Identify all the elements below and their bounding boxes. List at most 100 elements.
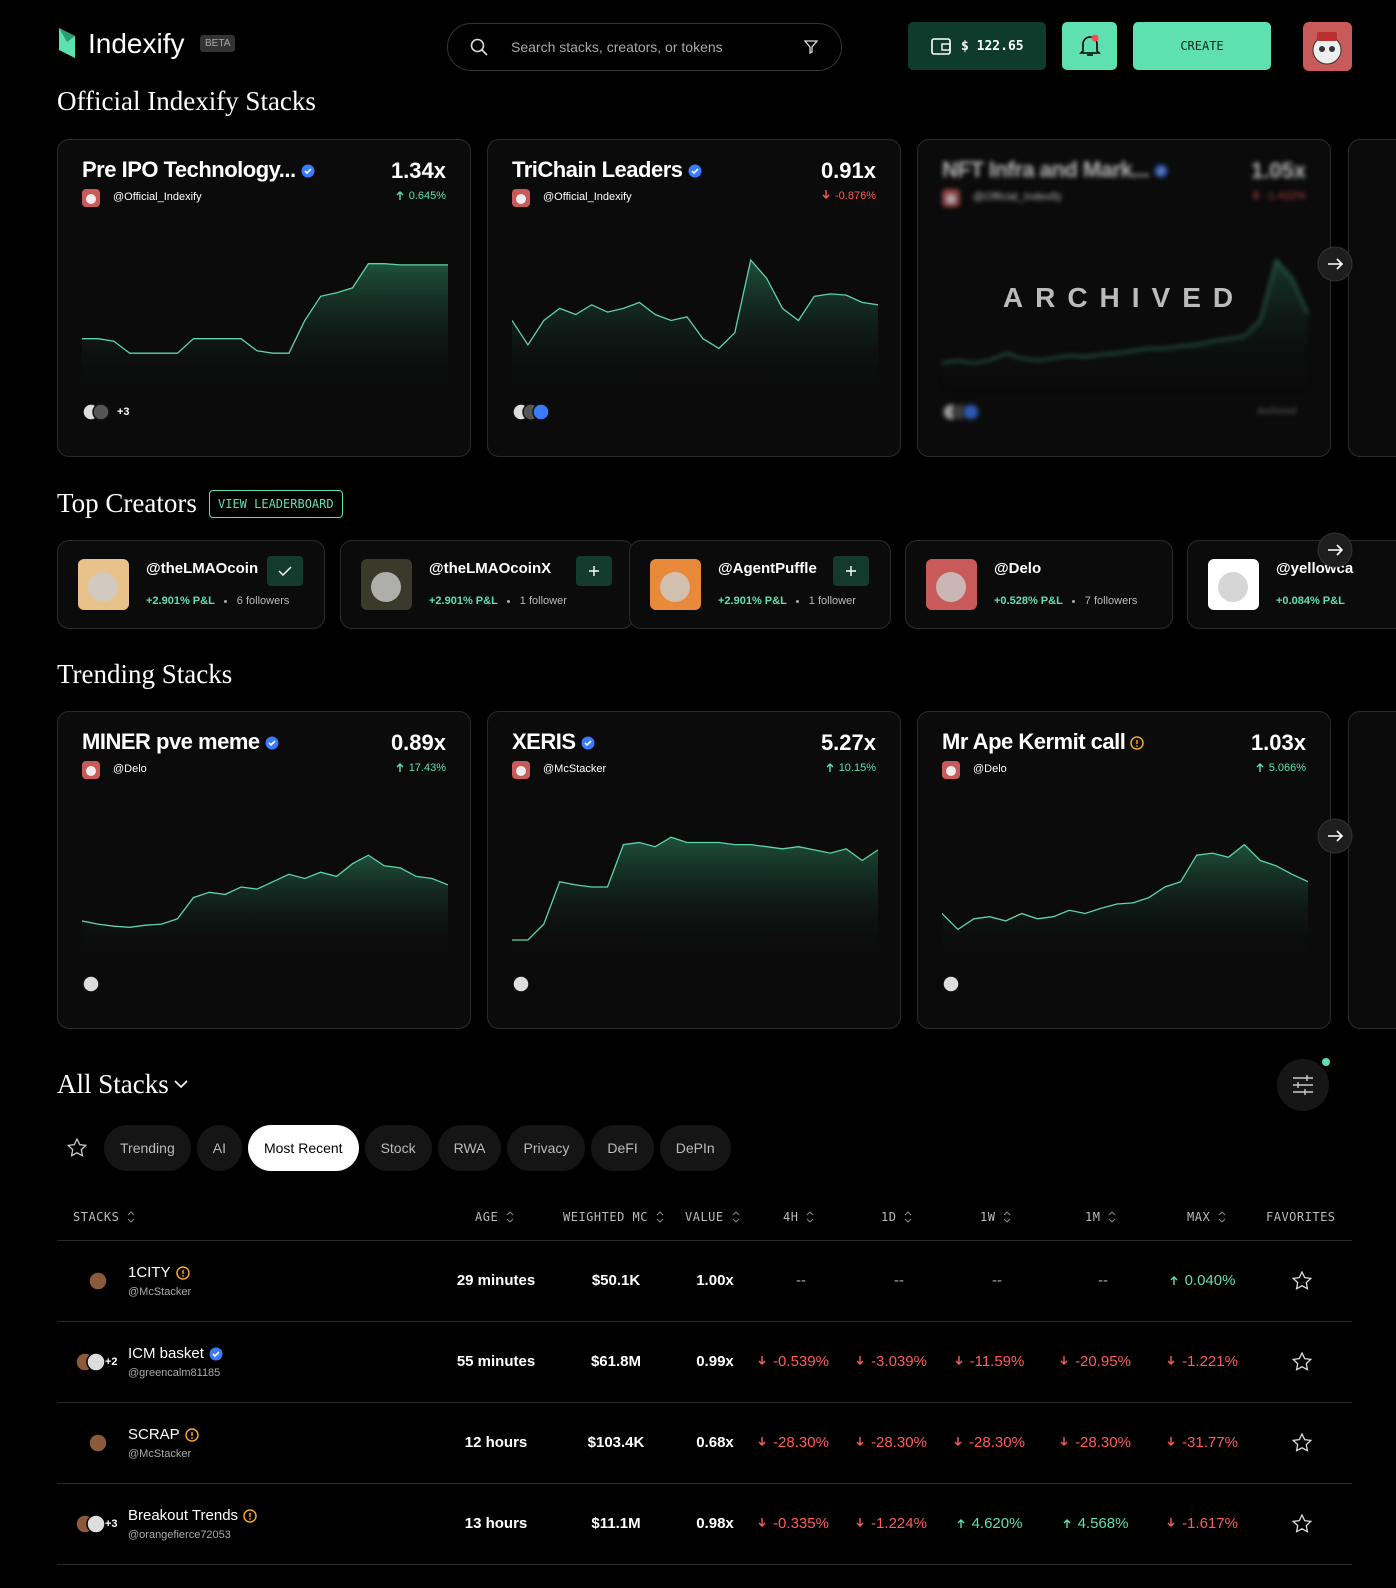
- cell-value: 1.00x: [696, 1272, 734, 1289]
- section-title: Official Indexify Stacks: [57, 86, 316, 116]
- column-header[interactable]: WEIGHTED MC: [563, 1210, 648, 1224]
- cell-age: 55 minutes: [456, 1353, 536, 1370]
- follow-button[interactable]: [833, 556, 869, 586]
- stack-card[interactable]: Pre IPO Technology... @Official_Indexify 1…: [57, 139, 471, 457]
- sort-icon[interactable]: [904, 1211, 912, 1223]
- sort-icon[interactable]: [1108, 1211, 1116, 1223]
- cell-change: -0.539%: [773, 1353, 829, 1370]
- column-header[interactable]: 1M: [1085, 1210, 1101, 1224]
- table-row[interactable]: +2 ICM basket @greencalm81185 55 minutes $61…: [57, 1322, 1352, 1402]
- change-arrow: [1060, 1437, 1068, 1446]
- creator-card[interactable]: @theLMAOcoinX +2.901% P&L 1 follower: [340, 540, 634, 629]
- token-extra: +2: [105, 1356, 118, 1368]
- cell-mc: $11.1M: [591, 1515, 641, 1532]
- search-box[interactable]: Search stacks, creators, or tokens: [447, 23, 842, 71]
- favorite-star[interactable]: [1292, 1514, 1312, 1534]
- next-button[interactable]: [1317, 532, 1353, 568]
- favorite-star[interactable]: [1292, 1352, 1312, 1372]
- filter-tab[interactable]: Privacy: [507, 1125, 586, 1171]
- create-button[interactable]: CREATE: [1133, 22, 1271, 70]
- filter-tab[interactable]: DeFI: [591, 1125, 654, 1171]
- stack-multiple: 1.05x: [1250, 158, 1306, 183]
- favorite-star[interactable]: [1292, 1433, 1312, 1453]
- card-content: Mr Ape Kermit call @Delo 1.03x 5.066%: [918, 712, 1330, 1028]
- token-icons: [942, 403, 980, 421]
- change-arrow: [1170, 1276, 1178, 1285]
- column-header[interactable]: 4H: [783, 1210, 799, 1224]
- row-divider: [57, 1402, 1352, 1403]
- creator-handle: @McStacker: [128, 1448, 192, 1460]
- table-row[interactable]: 1CITY @McStacker 29 minutes $50.1K 1.00x -- --…: [57, 1241, 1352, 1321]
- stack-card[interactable]: MINER pve meme @Delo 0.89x 17.43%: [57, 711, 471, 1029]
- row-divider: [57, 1321, 1352, 1322]
- cell-change: -1.221%: [1182, 1353, 1238, 1370]
- column-header[interactable]: AGE: [475, 1210, 499, 1224]
- beta-badge: BETA: [200, 35, 236, 52]
- change-arrow: [1167, 1437, 1175, 1446]
- profile-avatar[interactable]: [1303, 22, 1352, 71]
- favorite-star[interactable]: [1292, 1271, 1312, 1291]
- creator-handle: @Official_Indexify: [543, 191, 632, 203]
- creator-handle: @theLMAOcoin: [146, 560, 259, 577]
- separator-dot: [1071, 600, 1075, 603]
- sort-icon[interactable]: [806, 1211, 814, 1223]
- follow-button[interactable]: [576, 556, 612, 586]
- stack-change: 5.066%: [1268, 762, 1306, 774]
- cell-change: -3.039%: [871, 1353, 927, 1370]
- wallet-button[interactable]: $ 122.65: [908, 22, 1046, 70]
- change-arrow: [1063, 1519, 1071, 1528]
- stack-card[interactable]: TriChain Leaders @Official_Indexify 0.91x -…: [487, 139, 901, 457]
- creator-card[interactable]: @AgentPuffle +2.901% P&L 1 follower: [629, 540, 891, 629]
- verified-badge: [301, 164, 315, 178]
- column-header[interactable]: 1W: [980, 1210, 996, 1224]
- column-header[interactable]: VALUE: [685, 1210, 724, 1224]
- stack-card[interactable]: Mr Ape Kermit call @Delo 1.03x 5.066%: [917, 711, 1331, 1029]
- stack-icon: [88, 1433, 108, 1453]
- sort-icon[interactable]: [732, 1211, 740, 1223]
- section-title: Top Creators: [57, 488, 197, 518]
- filter-tab[interactable]: Trending: [104, 1125, 191, 1171]
- creator-card[interactable]: @theLMAOcoin +2.901% P&L 6 followers: [57, 540, 325, 629]
- dropdown-chevron[interactable]: [174, 1079, 188, 1089]
- filter-settings[interactable]: [1276, 1056, 1332, 1112]
- cell-mc: $103.4K: [587, 1434, 645, 1451]
- token-extra: +3: [105, 1518, 118, 1530]
- filter-tab[interactable]: AI: [196, 1125, 242, 1171]
- sort-icon[interactable]: [506, 1211, 514, 1223]
- column-header[interactable]: STACKS: [73, 1210, 120, 1224]
- sort-icon[interactable]: [656, 1211, 664, 1223]
- sort-icon[interactable]: [1218, 1211, 1226, 1223]
- creator-card[interactable]: @Delo +0.528% P&L 7 followers: [905, 540, 1173, 629]
- stack-icon: [88, 1271, 108, 1291]
- stack-card[interactable]: XERIS @McStacker 5.27x 10.15%: [487, 711, 901, 1029]
- sort-icon[interactable]: [127, 1211, 135, 1223]
- stack-name: MINER pve meme: [82, 729, 260, 754]
- table-row[interactable]: +3 Breakout Trends @orangefierce72053 13 ho…: [57, 1484, 1352, 1564]
- cell-age: 13 hours: [464, 1515, 528, 1532]
- column-header[interactable]: 1D: [881, 1210, 897, 1224]
- sort-icon[interactable]: [1003, 1211, 1011, 1223]
- filter-tab[interactable]: Most Recent: [247, 1125, 359, 1171]
- creator-avatar: [78, 559, 129, 610]
- leaderboard-button[interactable]: VIEW LEADERBOARD: [209, 490, 343, 518]
- notifications-button[interactable]: [1062, 22, 1117, 70]
- warning-badge: [184, 1428, 199, 1442]
- card-content: NFT Infra and Mark... @Official_Indexify 1…: [918, 140, 1330, 456]
- sparkline: [512, 836, 878, 960]
- filter-tab[interactable]: DePIn: [659, 1125, 731, 1171]
- following-button[interactable]: [267, 556, 303, 586]
- filter-tab[interactable]: RWA: [437, 1125, 502, 1171]
- stack-card[interactable]: NFT Infra and Mark... @Official_Indexify 1…: [917, 139, 1331, 457]
- next-button[interactable]: [1317, 818, 1353, 854]
- filter-tab[interactable]: Stock: [364, 1125, 432, 1171]
- favorites-tab[interactable]: [67, 1138, 87, 1158]
- column-header[interactable]: MAX: [1187, 1210, 1211, 1224]
- next-button[interactable]: [1317, 246, 1353, 282]
- cell-change: --: [894, 1272, 904, 1289]
- creator-handle: @Official_Indexify: [973, 191, 1062, 203]
- warning-badge: [243, 1509, 257, 1523]
- stack-name: Breakout Trends: [128, 1507, 239, 1524]
- sparkline-area: [512, 837, 878, 960]
- creator-card[interactable]: @yellowca +0.084% P&L: [1187, 540, 1396, 629]
- table-row[interactable]: SCRAP @McStacker 12 hours $103.4K 0.68x -28.3…: [57, 1403, 1352, 1483]
